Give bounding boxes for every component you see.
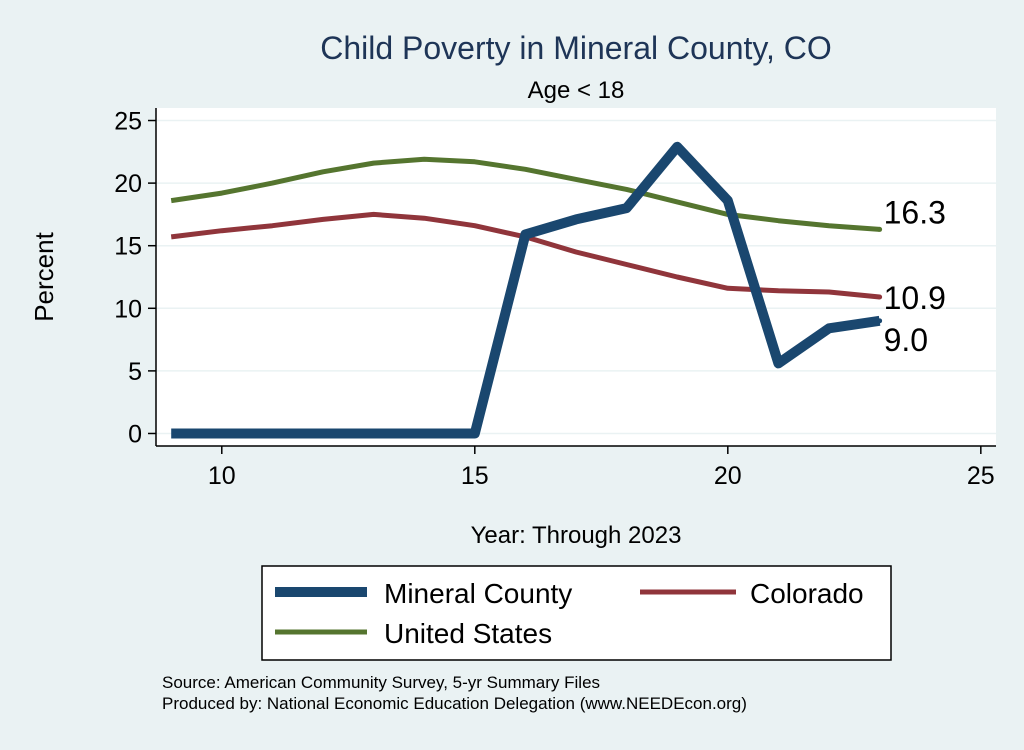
x-tick-label: 15 — [461, 462, 489, 490]
legend: Mineral County Colorado United States — [261, 565, 892, 661]
y-tick-label: 25 — [114, 108, 142, 136]
grid-lines — [156, 119, 996, 435]
chart-title: Child Poverty in Mineral County, CO — [320, 30, 832, 66]
series-lines — [170, 141, 883, 439]
y-tick-label: 0 — [128, 420, 142, 448]
end-label-colorado: 10.9 — [884, 280, 946, 316]
produced-by-note: Produced by: National Economic Education… — [162, 694, 747, 713]
y-tick-label: 10 — [114, 295, 142, 323]
chart-subtitle: Age < 18 — [528, 77, 625, 104]
plot-area — [156, 108, 996, 446]
source-note: Source: American Community Survey, 5-yr … — [162, 673, 600, 692]
y-tick-label: 20 — [114, 170, 142, 198]
series-line-united-states — [170, 156, 880, 232]
end-point-colorado — [877, 294, 883, 300]
end-label-united-states: 16.3 — [884, 194, 946, 230]
y-tick-label: 15 — [114, 233, 142, 261]
x-axis-label: Year: Through 2023 — [471, 522, 682, 549]
end-labels: 9.0 10.9 16.3 — [884, 194, 946, 357]
legend-label-mineral-county: Mineral County — [384, 578, 572, 609]
axes: 0 5 10 15 20 25 10 15 20 25 — [114, 108, 996, 490]
x-tick-label: 10 — [208, 462, 236, 490]
y-tick-label: 5 — [128, 358, 142, 386]
series-line-mineral-county — [171, 141, 881, 439]
end-point-mineral-county — [877, 318, 883, 324]
end-point-united-states — [877, 226, 883, 232]
x-tick-label: 20 — [714, 462, 742, 490]
end-label-mineral-county: 9.0 — [884, 322, 928, 358]
legend-label-colorado: Colorado — [750, 578, 864, 609]
y-axis-label: Percent — [29, 231, 59, 321]
legend-box — [261, 565, 892, 661]
legend-label-united-states: United States — [384, 618, 552, 649]
x-tick-label: 25 — [967, 462, 995, 490]
